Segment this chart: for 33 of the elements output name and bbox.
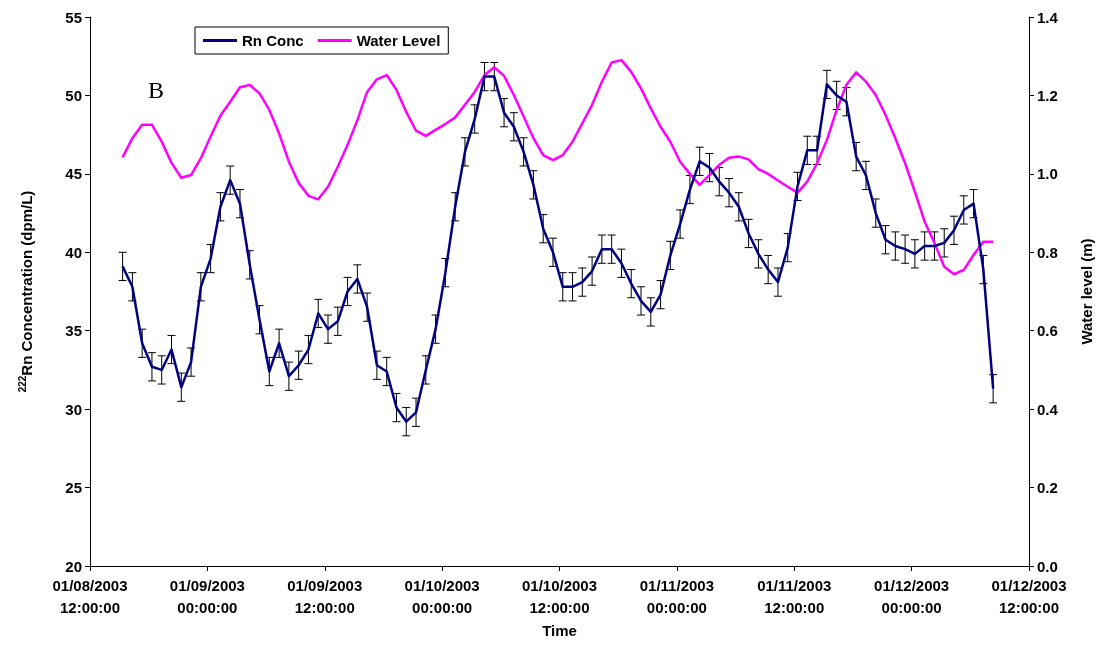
- y-axis-title: 222Rn Concentration (dpm/L): [16, 190, 35, 393]
- y-tick-label: 50: [65, 86, 82, 104]
- y-tick-label: 20: [65, 557, 82, 575]
- x-tick-label: 01/08/2003 12:00:00: [52, 576, 128, 616]
- annotation: B: [148, 77, 165, 103]
- y-tick-label: 45: [65, 165, 82, 183]
- y-tick-label: 40: [65, 243, 82, 261]
- x-tick-label: 01/12/2003 12:00:00: [991, 576, 1067, 616]
- y-tick-label: 30: [65, 400, 82, 418]
- y-tick-label: 55: [65, 8, 82, 26]
- y2-tick-label: 1.2: [1037, 86, 1058, 104]
- y-tick-label: 35: [65, 322, 82, 340]
- line-series: [121, 58, 995, 276]
- line-series: [121, 75, 995, 423]
- y2-tick-label: 0.4: [1037, 400, 1059, 418]
- x-tick-label: 01/11/2003 00:00:00: [639, 576, 714, 616]
- x-tick-label: 01/09/2003 12:00:00: [287, 576, 363, 616]
- y2-axis-title: Water level (m): [1078, 238, 1095, 345]
- y2-tick-label: 0.8: [1037, 243, 1058, 261]
- legend-label: Water Level: [356, 32, 441, 49]
- x-tick-label: 01/11/2003 12:00:00: [757, 576, 832, 616]
- x-tick-label: 01/10/2003 12:00:00: [521, 576, 598, 616]
- y2-tick-label: 1.4: [1037, 8, 1059, 26]
- y2-tick-label: 0.2: [1037, 479, 1058, 497]
- y-tick-label: 25: [65, 479, 82, 497]
- x-axis-title: Time: [542, 621, 577, 639]
- x-tick-label: 01/12/2003 00:00:00: [874, 576, 950, 616]
- legend-label: Rn Conc: [242, 32, 304, 49]
- y2-tick-label: 0.6: [1037, 322, 1058, 340]
- x-tick-label: 01/10/2003 00:00:00: [404, 576, 480, 616]
- x-tick-label: 01/09/2003 00:00:00: [169, 576, 245, 616]
- y2-tick-label: 1.0: [1037, 165, 1058, 183]
- y2-tick-label: 0.0: [1037, 557, 1058, 575]
